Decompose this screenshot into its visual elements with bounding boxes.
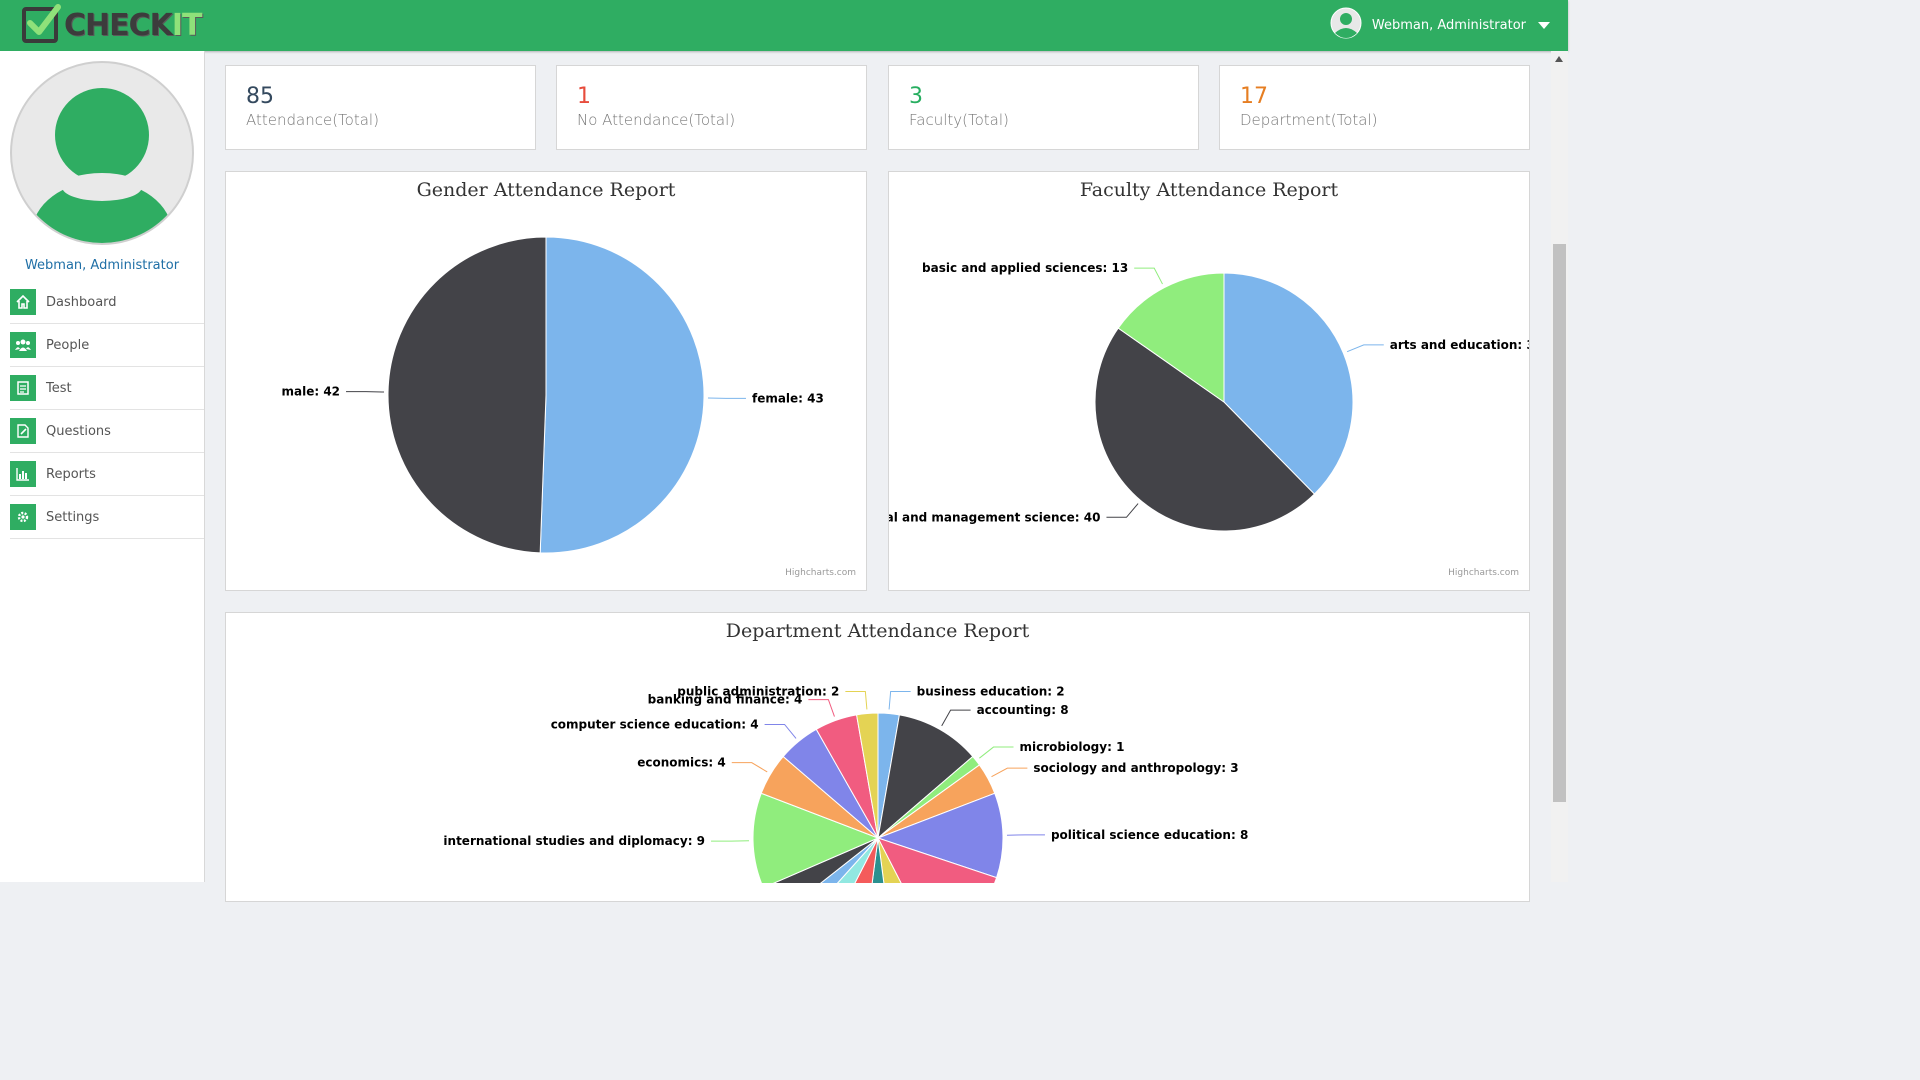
data-label: female: 43 <box>752 391 824 405</box>
logo-text-check: CHECK <box>64 7 173 43</box>
stat-label: No Attendance(Total) <box>577 111 736 129</box>
logo-text: CHECKIT <box>64 7 203 43</box>
sidebar-item-test[interactable]: Test <box>10 367 204 410</box>
data-label: microbiology: 1 <box>1019 740 1124 754</box>
stat-value: 85 <box>246 84 274 109</box>
stat-label: Attendance(Total) <box>246 111 379 129</box>
checkmark-logo-icon <box>22 4 61 43</box>
pie-slice[interactable] <box>856 712 879 839</box>
home-icon <box>10 289 36 315</box>
stat-card-department: 17 Department(Total) <box>1219 65 1530 150</box>
sidebar-item-questions[interactable]: Questions <box>10 410 204 453</box>
chart-credits[interactable]: Highcharts.com <box>1448 568 1519 578</box>
app-logo[interactable]: CHECKIT <box>22 4 203 46</box>
stat-value: 1 <box>577 84 591 109</box>
connector-line <box>979 746 1014 759</box>
stat-card-faculty: 3 Faculty(Total) <box>888 65 1199 150</box>
chart-title: Faculty Attendance Report <box>1079 179 1339 201</box>
chart-title: Department Attendance Report <box>725 620 1030 642</box>
pie-slice[interactable] <box>387 236 547 554</box>
connector-line <box>845 691 868 710</box>
department-chart-card: Department Attendance Report business ed… <box>225 612 1530 902</box>
user-avatar-icon <box>1330 7 1362 43</box>
connector-line <box>764 723 797 739</box>
data-label: economics: 4 <box>637 756 725 770</box>
chevron-down-icon[interactable] <box>1538 21 1550 29</box>
sidebar-item-label: Reports <box>46 466 96 482</box>
data-label: social and management science: 40 <box>889 510 1100 524</box>
pie-slice[interactable] <box>862 837 894 883</box>
sidebar-item-dashboard[interactable]: Dashboard <box>10 281 204 324</box>
pie-slice[interactable] <box>877 837 935 883</box>
data-label: international studies and diplomacy: 9 <box>443 834 705 848</box>
stat-card-attendance: 85 Attendance(Total) <box>225 65 536 150</box>
sidebar-item-reports[interactable]: Reports <box>10 453 204 496</box>
top-bar: CHECKIT Webman, Administrator <box>0 0 1568 51</box>
pie-slice[interactable] <box>1094 327 1316 532</box>
sidebar-item-label: Dashboard <box>46 294 117 310</box>
sidebar-item-people[interactable]: People <box>10 324 204 367</box>
chart-title: Gender Attendance Report <box>416 179 676 201</box>
chart-credits[interactable]: Highcharts.com <box>785 568 856 578</box>
avatar <box>10 61 194 245</box>
stat-value: 3 <box>909 84 923 109</box>
sidebar: Webman, Administrator Dashboard People T… <box>0 51 205 882</box>
sidebar-user-name: Webman, Administrator <box>24 258 180 273</box>
stat-value: 17 <box>1240 84 1268 109</box>
connector-line <box>731 762 768 773</box>
user-name: Webman, Administrator <box>1371 17 1526 33</box>
edit-document-icon <box>10 418 36 444</box>
data-label: public administration: 2 <box>677 685 839 699</box>
connector-line <box>991 767 1028 778</box>
connector-line <box>1106 503 1139 518</box>
people-icon <box>10 332 36 358</box>
pie-slice[interactable] <box>1223 272 1354 495</box>
data-label: sociology and anthropology: 3 <box>1033 761 1238 775</box>
sidebar-nav: Dashboard People Test Questions Reports <box>10 281 204 539</box>
sidebar-item-settings[interactable]: Settings <box>10 496 204 539</box>
connector-line <box>808 699 835 717</box>
pie-slice[interactable] <box>876 837 998 883</box>
sidebar-item-label: People <box>46 337 90 353</box>
stat-label: Faculty(Total) <box>909 111 1009 129</box>
data-label: political science education: 8 <box>1051 828 1248 842</box>
data-label: accounting: 8 <box>977 703 1069 717</box>
data-label: business education: 2 <box>917 685 1065 699</box>
pie-slice[interactable] <box>752 792 880 883</box>
stat-label: Department(Total) <box>1240 111 1378 129</box>
stat-card-no-attendance: 1 No Attendance(Total) <box>556 65 867 150</box>
scrollbar-thumb[interactable] <box>1553 244 1566 802</box>
department-pie-chart: business education: 2 accounting: 8 microb… <box>443 685 1248 883</box>
connector-line <box>1134 267 1163 285</box>
data-label: arts and education: 32 <box>1390 338 1529 352</box>
data-label: computer science education: 4 <box>551 717 759 731</box>
pie-slice[interactable] <box>1117 272 1225 403</box>
gender-chart-card: Gender Attendance Report female: 43 male:… <box>225 171 867 591</box>
faculty-chart-card: Faculty Attendance Report arts and educa… <box>888 171 1530 591</box>
user-menu[interactable]: Webman, Administrator <box>1330 7 1550 43</box>
data-label: banking and finance: 4 <box>648 693 803 707</box>
faculty-pie-chart: arts and education: 32 social and managem… <box>889 261 1529 532</box>
gear-icon <box>10 504 36 530</box>
sidebar-item-label: Test <box>46 380 72 396</box>
data-label: male: 42 <box>281 385 340 399</box>
pie-slice[interactable] <box>876 792 1004 879</box>
sidebar-item-label: Settings <box>46 509 100 525</box>
data-label: basic and applied sciences: 13 <box>922 261 1128 275</box>
connector-line <box>941 709 971 727</box>
pie-slice[interactable] <box>877 714 974 840</box>
document-icon <box>10 375 36 401</box>
pie-slice[interactable] <box>539 236 705 554</box>
logo-text-it: IT <box>171 7 203 43</box>
scroll-up-arrow-icon[interactable] <box>1555 56 1563 62</box>
gender-pie-chart: female: 43 male: 42 <box>281 236 824 554</box>
connector-line <box>1346 344 1384 353</box>
sidebar-item-label: Questions <box>46 423 111 439</box>
connector-line <box>888 691 911 710</box>
bar-chart-icon <box>10 461 36 487</box>
